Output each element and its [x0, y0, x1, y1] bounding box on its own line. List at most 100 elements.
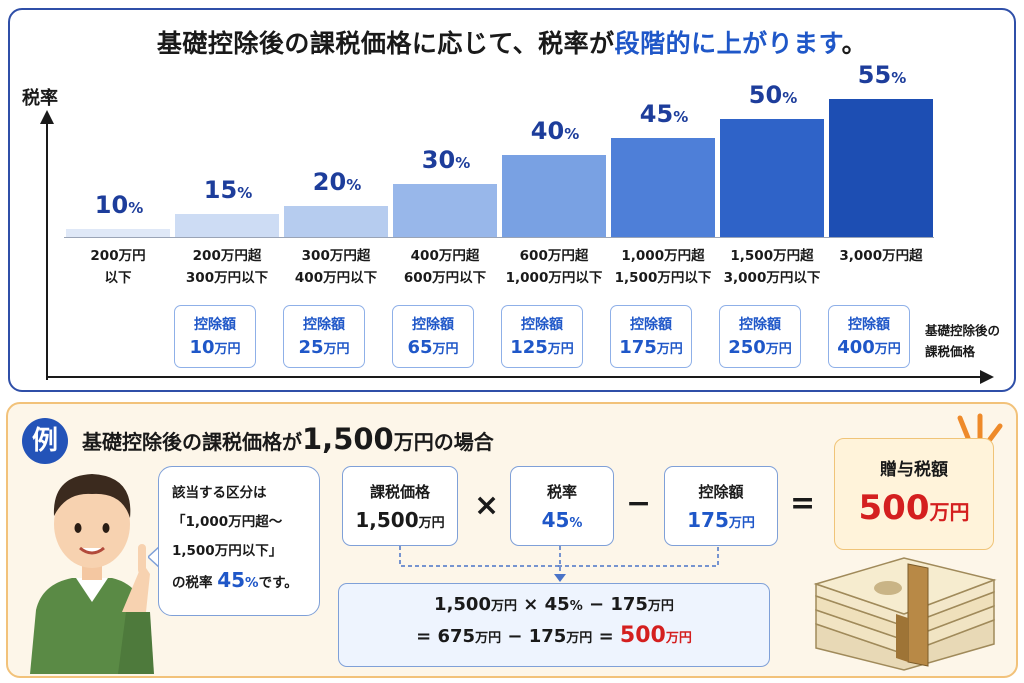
y-axis-line	[46, 122, 48, 380]
deduction-label: 控除額	[412, 317, 454, 333]
formula-taxable-number: 1,500	[355, 508, 419, 532]
x-axis-label-line1: 基礎控除後の	[925, 323, 1001, 338]
formula-deduct-label: 控除額	[698, 483, 744, 501]
speech-rate-unit: %	[245, 575, 259, 591]
tax-rate-unit: %	[237, 184, 253, 203]
deduction-box: 控除額 400万円	[828, 305, 910, 368]
deduction-value: 175万円	[611, 337, 691, 358]
deduction-number: 25	[298, 337, 324, 358]
formula-rate-box: 税率 45%	[510, 466, 614, 546]
person-pointing-illustration	[30, 474, 154, 674]
bracket-line-1: 1,500万円超	[730, 248, 814, 264]
x-axis-label: 基礎控除後の 課税価格	[925, 320, 1017, 362]
formula-rate-number: 45	[541, 508, 570, 532]
deduction-number: 125	[510, 337, 548, 358]
bracket-label: 600万円超 1,000万円以下	[498, 245, 610, 289]
deduction-label: 控除額	[630, 317, 672, 333]
tax-rate-unit: %	[673, 108, 689, 127]
headline-highlight: 段階的に上がります	[614, 29, 842, 58]
tax-rate-label: 55%	[829, 61, 935, 89]
example-title-prefix: 基礎控除後の課税価格が	[82, 430, 302, 454]
formula-rate-value: 45%	[511, 508, 613, 532]
example-title-suffix: 万円の場合	[393, 430, 494, 454]
headline-prefix: 基礎控除後の課税価格に応じて、税率が	[156, 29, 615, 58]
y-axis-arrow-icon	[40, 110, 54, 124]
tax-rate-unit: %	[782, 89, 798, 108]
tax-bar	[720, 119, 824, 237]
deduction-box: 控除額 125万円	[501, 305, 583, 368]
tax-rate-label: 15%	[175, 176, 281, 204]
calc-eq1: =	[416, 626, 438, 647]
speech-line-2: 「1,000万円超～	[172, 514, 283, 530]
speech-bubble-tail	[148, 546, 160, 568]
tax-rate-unit: %	[346, 175, 362, 194]
deduction-value: 10万円	[175, 337, 255, 358]
bracket-line-1: 200万円	[90, 248, 146, 264]
calc-deduct: 175	[610, 594, 648, 615]
tax-bar	[175, 214, 279, 237]
calc-result-unit: 万円	[665, 631, 692, 646]
calc-result: 500	[619, 623, 666, 648]
bracket-line-1: 200万円超	[192, 248, 262, 264]
bracket-line-1: 1,000万円超	[621, 248, 705, 264]
tax-rate-label: 45%	[611, 100, 717, 128]
operator-equals: =	[790, 486, 816, 521]
tax-bar	[66, 228, 170, 237]
deduction-number: 10	[189, 337, 215, 358]
bracket-label: 200万円超 300万円以下	[171, 245, 283, 289]
person-collar	[76, 578, 108, 602]
bracket-line-2: 1,500万円以下	[614, 270, 712, 286]
tax-rate-label: 20%	[284, 168, 390, 196]
person-face	[54, 480, 130, 568]
bracket-label: 200万円 以下	[62, 245, 174, 289]
calc-minus-2: −	[501, 626, 529, 647]
calculation-box: 1,500万円 × 45% − 175万円 = 675万円 − 175万円 = …	[338, 583, 770, 667]
example-title: 基礎控除後の課税価格が1,500万円の場合	[82, 422, 494, 456]
formula-connector-lines	[399, 546, 566, 582]
page-title: 基礎控除後の課税価格に応じて、税率が段階的に上がります。	[0, 24, 1024, 60]
deduction-box: 控除額 65万円	[392, 305, 474, 368]
speech-rate-suffix: です。	[258, 575, 298, 591]
operator-times: ×	[474, 488, 500, 523]
money-stack-icon	[813, 557, 997, 671]
bracket-label: 3,000万円超	[825, 245, 937, 267]
calc-eq2: =	[592, 626, 620, 647]
deduction-number: 400	[837, 337, 875, 358]
formula-deduct-unit: 万円	[728, 516, 755, 531]
operator-minus: −	[626, 486, 652, 521]
tax-bar	[611, 138, 715, 237]
deduction-unit: 万円	[547, 342, 574, 357]
deduction-unit: 万円	[432, 342, 459, 357]
calc-rate-unit: %	[569, 599, 583, 614]
deduction-unit: 万円	[656, 342, 683, 357]
speech-rate-prefix: の税率	[172, 575, 213, 591]
calc-deduct-2-unit: 万円	[566, 631, 593, 646]
person-left-eye	[74, 523, 82, 533]
deduction-label: 控除額	[521, 317, 563, 333]
deduction-value: 65万円	[393, 337, 473, 358]
speech-bubble: 該当する区分は 「1,000万円超～ 1,500万円以下」 の税率 45%です。	[158, 466, 320, 616]
headline-suffix: 。	[841, 29, 868, 58]
formula-rate-label: 税率	[546, 483, 577, 501]
deduction-label: 控除額	[303, 317, 345, 333]
x-axis-line	[46, 376, 982, 378]
tax-rate-number: 50	[748, 81, 783, 110]
tax-rate-number: 55	[857, 61, 892, 89]
calc-rate: 45	[544, 594, 570, 615]
deduction-box: 控除額 10万円	[174, 305, 256, 368]
formula-deduct-value: 175万円	[665, 508, 777, 532]
deduction-number: 175	[619, 337, 657, 358]
deduction-unit: 万円	[874, 342, 901, 357]
deduction-label: 控除額	[739, 317, 781, 333]
calc-times: ×	[517, 594, 545, 615]
speech-rate: 45	[217, 568, 246, 592]
bracket-label: 1,500万円超 3,000万円以下	[716, 245, 828, 289]
speech-line-4: の税率 45%です。	[172, 566, 311, 598]
deduction-box: 控除額 175万円	[610, 305, 692, 368]
speech-line-1: 該当する区分は	[172, 485, 267, 501]
bracket-label: 1,000万円超 1,500万円以下	[607, 245, 719, 289]
bracket-label: 300万円超 400万円以下	[280, 245, 392, 289]
formula-connector-lines-right	[558, 546, 719, 567]
calc-minus: −	[582, 594, 611, 615]
calc-deduct-unit: 万円	[647, 599, 674, 614]
